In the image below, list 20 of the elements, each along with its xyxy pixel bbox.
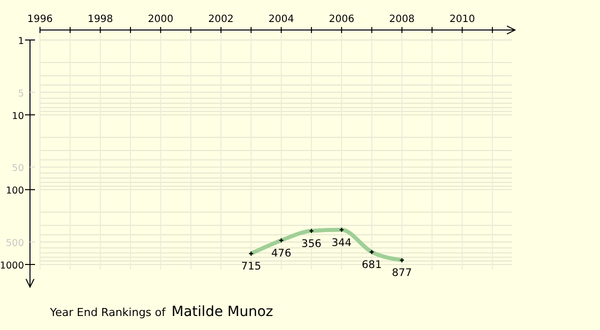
x-tick-label: 1998 bbox=[88, 14, 114, 25]
data-label: 476 bbox=[271, 247, 292, 260]
x-tick-label: 2006 bbox=[328, 14, 354, 25]
x-tick-label: 2008 bbox=[389, 14, 415, 25]
x-tick-label: 1996 bbox=[27, 14, 53, 25]
x-tick-label: 2010 bbox=[449, 14, 475, 25]
data-label: 715 bbox=[241, 260, 262, 273]
data-label: 877 bbox=[392, 267, 412, 280]
text: Matilde Munoz bbox=[172, 304, 274, 320]
x-tick-label: 2000 bbox=[148, 14, 174, 25]
x-tick-label: 2004 bbox=[268, 14, 294, 25]
text: Year End Rankings of bbox=[49, 306, 167, 319]
data-label: 344 bbox=[332, 236, 352, 249]
y-tick-label: 10 bbox=[12, 110, 24, 122]
data-label: 356 bbox=[301, 238, 322, 250]
x-tick-label: 2002 bbox=[208, 14, 234, 25]
y-tick-label: 1 bbox=[18, 36, 24, 47]
data-label: 681 bbox=[362, 258, 382, 271]
y-tick-label: 1000 bbox=[0, 260, 24, 272]
y-tick-label: 100 bbox=[6, 186, 24, 197]
